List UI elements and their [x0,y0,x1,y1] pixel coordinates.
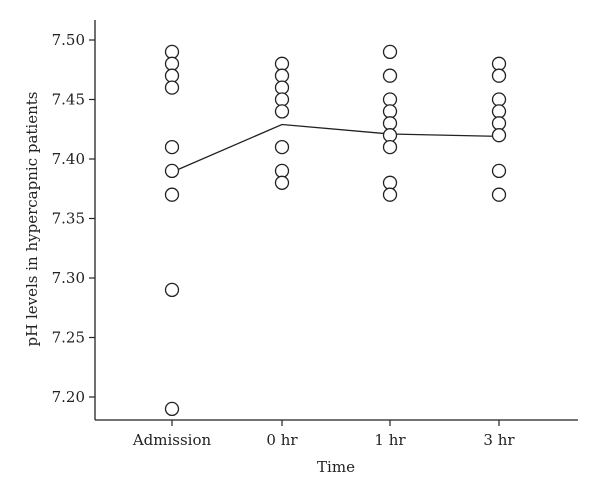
data-point [274,92,290,107]
x-tick-label: 0 hr [266,431,298,449]
x-axis-ticks: Admission 0 hr 1 hr 3 hr [132,420,515,449]
data-point [164,56,180,71]
y-tick-label: 7.50 [52,31,85,49]
data-point [164,44,180,60]
x-tick-label: 1 hr [374,431,406,449]
data-point [274,139,290,155]
data-point [382,187,398,202]
data-point [491,187,507,202]
y-tick-label: 7.40 [52,150,85,168]
data-point [274,80,290,95]
data-point [491,56,507,71]
data-point [274,104,290,119]
y-tick-label: 7.25 [52,329,85,347]
y-axis-ticks: 7.20 7.25 7.30 7.35 7.40 7.45 7.50 [52,31,95,406]
x-axis-label: Time [317,458,355,476]
data-point [382,104,398,119]
data-point [382,116,398,131]
data-point [274,68,290,83]
data-point [274,175,290,190]
mean-line-group [171,123,500,173]
data-point [164,401,180,417]
x-tick-label: Admission [132,431,212,449]
data-point [491,163,507,179]
x-tick-label: 3 hr [483,431,515,449]
data-point [164,282,180,298]
data-point [382,139,398,155]
data-point [382,44,398,60]
data-point [382,175,398,190]
data-point [382,92,398,107]
y-tick-label: 7.30 [52,269,85,287]
data-point [164,187,180,202]
data-point [491,92,507,107]
data-point [491,128,507,143]
data-point [164,139,180,155]
data-point [164,163,180,179]
y-axis-label: pH levels in hypercapnic patients [23,92,41,347]
data-point [164,68,180,83]
data-point [164,80,180,95]
axes [94,20,578,421]
y-tick-label: 7.45 [52,91,85,109]
mean-line [171,123,500,173]
y-tick-label: 7.20 [52,388,85,406]
data-point [491,68,507,83]
data-point [382,68,398,83]
data-point [274,163,290,179]
data-point [491,104,507,119]
data-point [491,116,507,131]
data-point [274,56,290,71]
y-tick-label: 7.35 [52,210,85,228]
data-points [164,44,507,417]
data-point [382,128,398,143]
